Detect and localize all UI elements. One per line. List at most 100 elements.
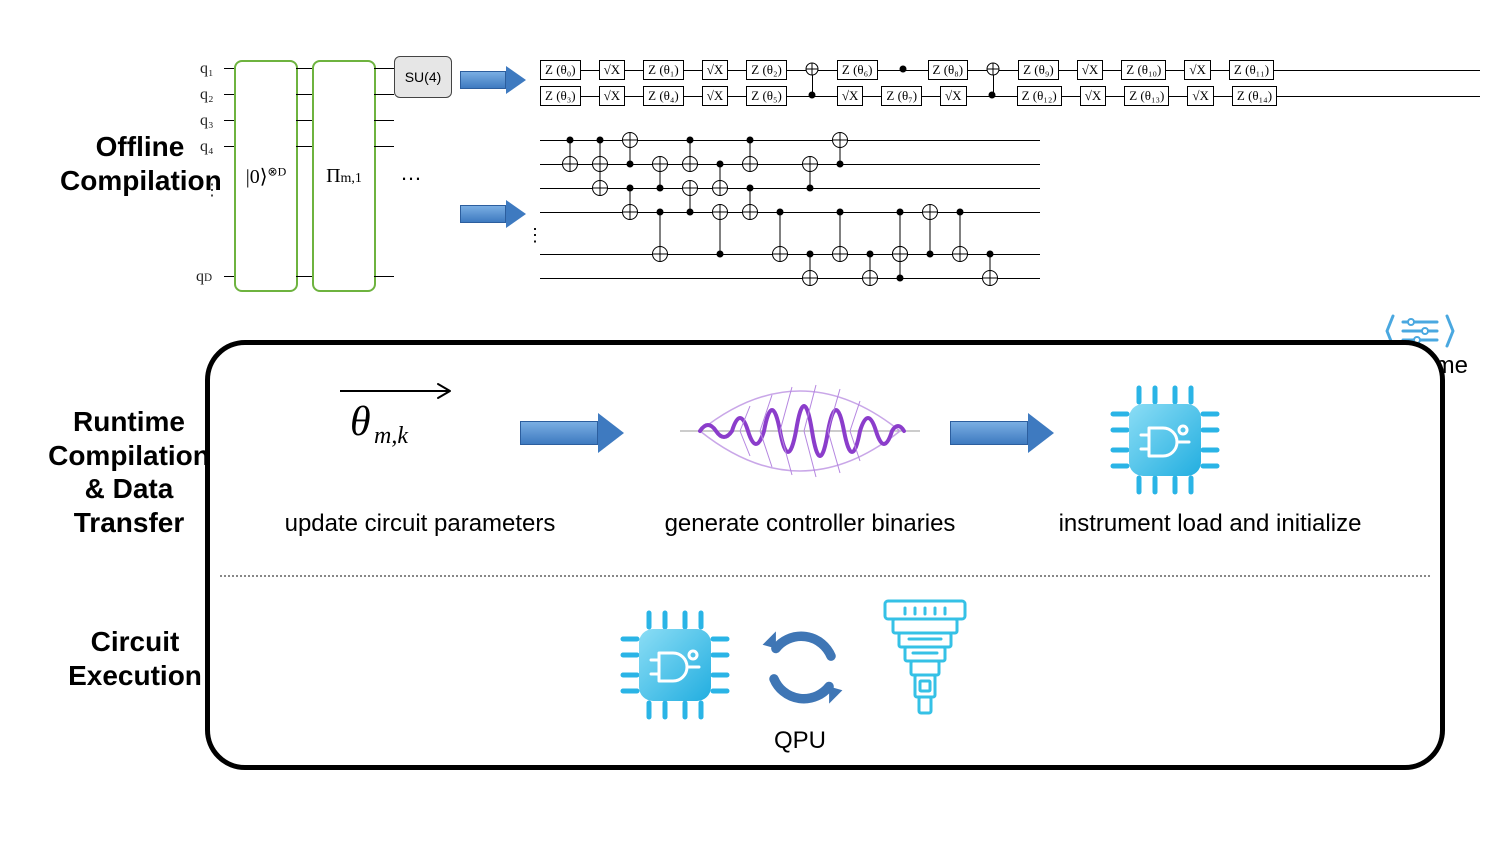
gate: Z (θ₀) — [540, 60, 581, 80]
control-dot — [987, 251, 994, 258]
qubit-label: q₂ — [200, 86, 214, 104]
cnot-target — [952, 246, 968, 262]
gate: Z (θ₁₀) — [1121, 60, 1166, 80]
cycle-arrows-icon — [755, 620, 850, 720]
gate: √X — [1184, 60, 1211, 80]
cnot-target — [772, 246, 788, 262]
cnot-target — [652, 156, 668, 172]
control-dot — [897, 209, 904, 216]
gate: Z (θ₁₄) — [1232, 86, 1277, 106]
gate: Z (θ₁₁) — [1229, 60, 1274, 80]
qubit-label: qD — [196, 268, 212, 286]
gate: Z (θ₂) — [746, 60, 787, 80]
gate: √X — [599, 86, 626, 106]
page-root: OfflineCompilation RuntimeCompilation& D… — [0, 0, 1500, 844]
cnot-target — [982, 270, 998, 286]
control-dot — [717, 251, 724, 258]
cnot-target — [712, 180, 728, 196]
control-dot — [897, 275, 904, 282]
cnot-target — [622, 132, 638, 148]
qpu-label: QPU — [750, 727, 850, 755]
caption-update: update circuit parameters — [260, 510, 580, 538]
state-prep-box: |0⟩⊗D — [234, 60, 298, 292]
control-dot — [627, 185, 634, 192]
control-dot — [567, 137, 574, 144]
arrow-update-to-gen — [520, 413, 624, 453]
gate: Z (θ₄) — [643, 86, 684, 106]
control-dot — [777, 209, 784, 216]
cnot-target — [562, 156, 578, 172]
gate: Z (θ₃) — [540, 86, 581, 106]
gate: √X — [599, 60, 626, 80]
circuit-wire — [540, 212, 1040, 213]
gate: √X — [1077, 60, 1104, 80]
cnot-target — [652, 246, 668, 262]
cnot-target — [892, 246, 908, 262]
control-dot — [657, 209, 664, 216]
cnot-target — [802, 270, 818, 286]
circuit-wire — [540, 278, 1040, 279]
cnot-target — [832, 132, 848, 148]
cnot-target — [742, 156, 758, 172]
gate-row-2: Z (θ₃) √X Z (θ₄) √X Z (θ₅) √X Z (θ₇) √X Z (θ₁₂) √… — [540, 84, 1480, 108]
control-dot — [896, 59, 910, 82]
chip-icon-runtime — [1105, 380, 1225, 500]
svg-text:m,k: m,k — [374, 423, 408, 449]
svg-text:θ: θ — [350, 399, 371, 445]
cnot-target — [742, 204, 758, 220]
control-dot — [837, 209, 844, 216]
parametric-gate-rows: Z (θ₀) √X Z (θ₁) √X Z (θ₂) Z (θ₆) Z (θ₈) Z (θ₉)… — [540, 58, 1480, 108]
gate: √X — [837, 86, 864, 106]
dilution-fridge-icon — [865, 595, 985, 740]
gate: Z (θ₁₂) — [1017, 86, 1062, 106]
gate: Z (θ₉) — [1018, 60, 1059, 80]
circuit-wire — [540, 188, 1040, 189]
gate: Z (θ₁) — [643, 60, 684, 80]
cnot-target — [802, 156, 818, 172]
control-dot — [837, 161, 844, 168]
gate: √X — [940, 86, 967, 106]
qubit-label: q₁ — [200, 60, 214, 78]
label-runtime: RuntimeCompilation& DataTransfer — [44, 405, 214, 539]
control-dot — [747, 137, 754, 144]
cnot-ellipsis: ⋮ — [526, 225, 544, 246]
arrow-to-gates — [460, 66, 526, 94]
gate: Z (θ₁₃) — [1124, 86, 1169, 106]
cnot-target — [805, 59, 819, 82]
circuit-wire — [540, 164, 1040, 165]
label-offline: OfflineCompilation — [60, 130, 220, 197]
gate: √X — [702, 86, 729, 106]
arrow-gen-to-load — [950, 413, 1054, 453]
control-dot — [687, 137, 694, 144]
cnot-target — [682, 180, 698, 196]
projector-label: Πm,1 — [326, 165, 362, 188]
control-dot — [597, 137, 604, 144]
gate: √X — [702, 60, 729, 80]
control-dot — [927, 251, 934, 258]
circuit-wire — [540, 140, 1040, 141]
waveform-icon — [680, 371, 920, 496]
qubit-ellipsis: ⋮ — [204, 180, 220, 200]
gate-row-1: Z (θ₀) √X Z (θ₁) √X Z (θ₂) Z (θ₆) Z (θ₈) Z (θ₉)… — [540, 58, 1480, 82]
cnot-target — [592, 180, 608, 196]
gate: Z (θ₆) — [837, 60, 878, 80]
cnot-target — [986, 59, 1000, 82]
gate: Z (θ₅) — [746, 86, 787, 106]
label-execution: CircuitExecution — [55, 625, 215, 692]
control-dot — [657, 185, 664, 192]
control-dot — [687, 209, 694, 216]
control-dot — [867, 251, 874, 258]
separator-line — [220, 575, 1430, 577]
state-prep-label: |0⟩⊗D — [246, 164, 287, 189]
gate: Z (θ₇) — [881, 86, 922, 106]
chip-icon-exec — [615, 605, 735, 725]
control-dot — [717, 161, 724, 168]
cnot-target — [622, 204, 638, 220]
projector-box: Πm,1 — [312, 60, 376, 292]
cnot-target — [832, 246, 848, 262]
arrow-to-cnot — [460, 200, 526, 228]
su4-label: SU(4) — [405, 69, 442, 85]
gate: √X — [1187, 86, 1214, 106]
control-dot — [957, 209, 964, 216]
gate: Z (θ₈) — [928, 60, 969, 80]
